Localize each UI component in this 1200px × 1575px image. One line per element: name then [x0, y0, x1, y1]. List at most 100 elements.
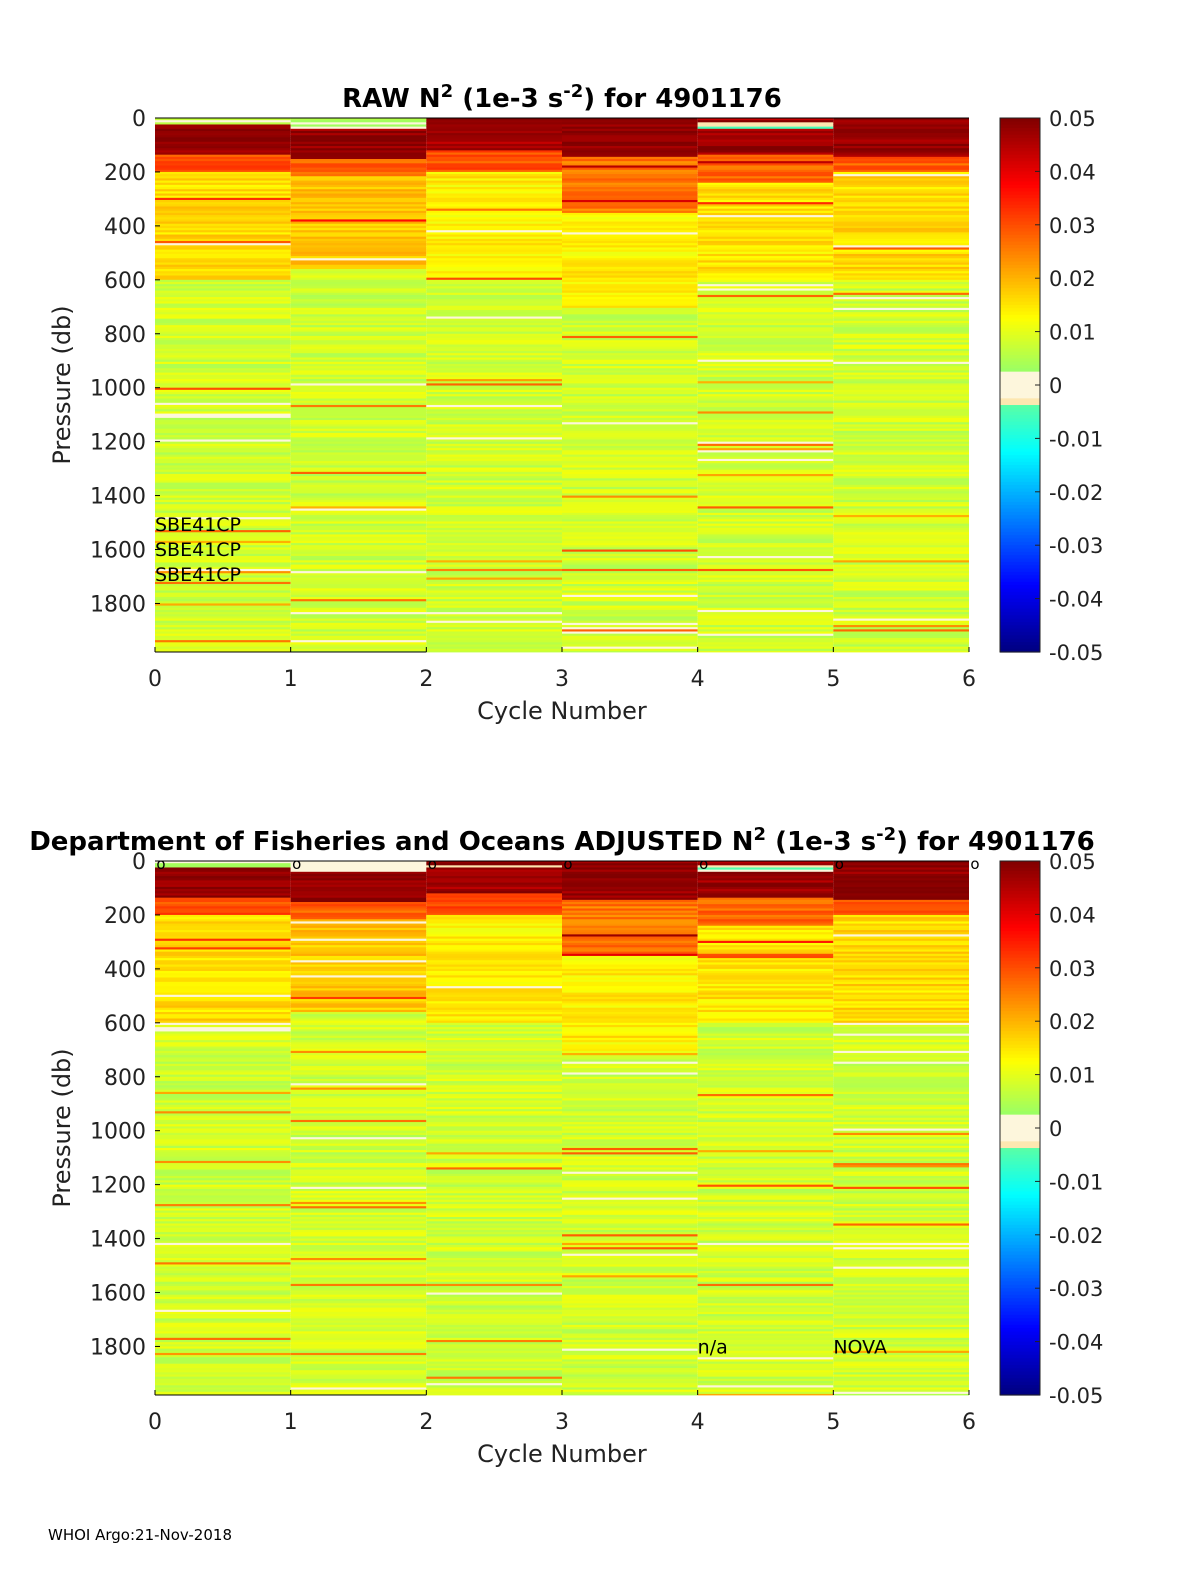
heatmap-cell — [562, 568, 698, 572]
heatmap-cell — [562, 238, 698, 242]
heatmap-cell — [833, 637, 969, 641]
heatmap-cell — [290, 273, 427, 276]
heatmap-cell — [833, 461, 969, 464]
heatmap-cell — [290, 940, 427, 944]
heatmap-cell — [833, 996, 969, 1000]
heatmap-cell — [562, 581, 698, 585]
heatmap-cell — [562, 873, 698, 877]
heatmap-cell — [697, 1385, 834, 1388]
colorbar-segment — [1000, 621, 1040, 626]
heatmap-cell — [155, 316, 291, 320]
heatmap-cell — [155, 1268, 291, 1272]
colorbar-segment — [1000, 1224, 1040, 1229]
heatmap-cell — [290, 521, 427, 525]
heatmap-cell — [562, 139, 698, 143]
heatmap-cell — [290, 387, 427, 391]
heatmap-cell — [562, 618, 698, 622]
heatmap-cell — [290, 260, 427, 263]
heatmap-cell — [155, 260, 291, 263]
colorbar-segment — [1000, 428, 1040, 433]
heatmap-cell — [290, 590, 427, 594]
heatmap-cell — [833, 1150, 969, 1153]
heatmap-cell — [562, 882, 698, 886]
heatmap-cell — [562, 1264, 698, 1268]
heatmap-cell — [697, 243, 834, 246]
heatmap-cell — [155, 1376, 291, 1380]
heatmap-cell — [697, 417, 834, 421]
colorbar-segment — [1000, 608, 1040, 613]
heatmap-cell — [562, 949, 698, 953]
heatmap-cell — [155, 355, 291, 358]
heatmap-cell — [697, 301, 834, 304]
heatmap-cell — [155, 482, 291, 486]
heatmap-cell — [426, 189, 562, 192]
heatmap-cell — [562, 1188, 698, 1192]
heatmap-cell — [697, 555, 834, 559]
heatmap-cell — [697, 208, 834, 212]
colorbar-segment — [1000, 877, 1040, 882]
heatmap-cell — [833, 1031, 969, 1035]
heatmap-cell — [426, 1301, 562, 1304]
heatmap-cell — [155, 439, 291, 443]
colorbar-segment — [1000, 1308, 1040, 1313]
heatmap-cell — [697, 953, 834, 957]
colorbar-segment — [1000, 561, 1040, 566]
colorbar-segment — [1000, 174, 1040, 179]
heatmap-cell — [426, 592, 562, 596]
heatmap-cell — [562, 510, 698, 514]
heatmap-cell — [426, 1281, 562, 1285]
heatmap-cell — [290, 1378, 427, 1382]
heatmap-cell — [697, 942, 834, 946]
colorbar-segment — [1000, 164, 1040, 169]
heatmap-cell — [155, 994, 291, 998]
heatmap-cell — [697, 1163, 834, 1166]
heatmap-cell — [426, 1076, 562, 1080]
colorbar-segment — [1000, 148, 1040, 152]
heatmap-cell — [833, 577, 969, 581]
heatmap-cell — [833, 558, 969, 561]
heatmap-cell — [290, 1214, 427, 1218]
heatmap-cell — [290, 217, 427, 220]
heatmap-cell — [426, 512, 562, 516]
heatmap-cell — [290, 389, 427, 393]
heatmap-cell — [833, 1352, 969, 1356]
colorbar-segment — [1000, 1148, 1040, 1152]
heatmap-cell — [562, 1290, 698, 1293]
heatmap-cell — [155, 1005, 291, 1009]
heatmap-cell — [155, 251, 291, 255]
heatmap-cell — [562, 165, 698, 169]
heatmap-cell — [833, 1016, 969, 1019]
heatmap-cell — [562, 1154, 698, 1157]
heatmap-cell — [562, 1277, 698, 1280]
heatmap-cell — [426, 1242, 562, 1246]
heatmap-cell — [426, 962, 562, 965]
colorbar-segment — [1000, 385, 1040, 389]
heatmap-cell — [833, 564, 969, 568]
heatmap-cell — [155, 197, 291, 201]
heatmap-cell — [426, 895, 562, 899]
heatmap-cell — [155, 1141, 291, 1145]
heatmap-cell — [155, 912, 291, 916]
heatmap-cell — [562, 482, 698, 486]
heatmap-cell — [562, 1255, 698, 1259]
heatmap-cell — [290, 439, 427, 443]
colorbar-segment — [1000, 411, 1040, 416]
heatmap-cell — [833, 1126, 969, 1129]
heatmap-cell — [290, 551, 427, 555]
heatmap-cell — [426, 1014, 562, 1017]
heatmap-cell — [697, 1160, 834, 1164]
heatmap-cell — [426, 893, 562, 896]
heatmap-cell — [290, 1009, 427, 1013]
heatmap-cell — [426, 461, 562, 464]
heatmap-cell — [426, 1221, 562, 1224]
heatmap-cell — [833, 1180, 969, 1183]
colorbar-segment — [1000, 545, 1040, 550]
y-tick-label: 600 — [104, 269, 146, 294]
heatmap-cell — [697, 590, 834, 594]
heatmap-cell — [833, 566, 969, 570]
heatmap-cell — [833, 640, 969, 643]
heatmap-cell — [697, 960, 834, 963]
heatmap-cell — [155, 471, 291, 475]
heatmap-cell — [155, 936, 291, 940]
heatmap-cell — [155, 979, 291, 983]
